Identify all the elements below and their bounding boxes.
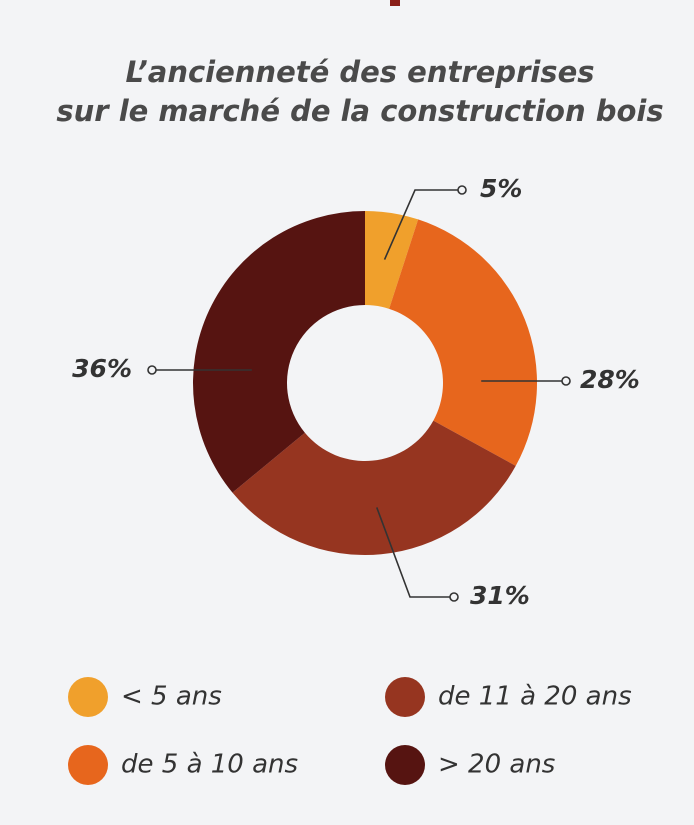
legend-swatch (68, 677, 108, 717)
top-mark (390, 0, 400, 6)
legend-label: de 11 à 20 ans (438, 682, 632, 712)
legend-swatch (68, 745, 108, 785)
value-label: 5% (480, 174, 522, 203)
chart-title: sur le marché de la construction bois (56, 94, 663, 128)
leader-dot (561, 376, 571, 386)
donut-slice (365, 211, 419, 309)
leader-line (383, 189, 462, 260)
value-label: 31% (470, 581, 530, 610)
legend-swatch (385, 745, 425, 785)
leader-line (376, 507, 454, 598)
donut-slice (232, 420, 516, 555)
leader-dot (457, 185, 467, 195)
value-label: 36% (72, 354, 132, 383)
leader-dot (147, 365, 157, 375)
donut-slice (389, 219, 537, 466)
legend-label: de 5 à 10 ans (121, 750, 298, 780)
value-label: 28% (580, 365, 640, 394)
legend-label: < 5 ans (121, 682, 222, 712)
legend-swatch (385, 677, 425, 717)
donut-slice (193, 211, 365, 493)
chart-title: L’ancienneté des entreprises (125, 55, 594, 89)
leader-dot (449, 592, 459, 602)
legend-label: > 20 ans (438, 750, 555, 780)
